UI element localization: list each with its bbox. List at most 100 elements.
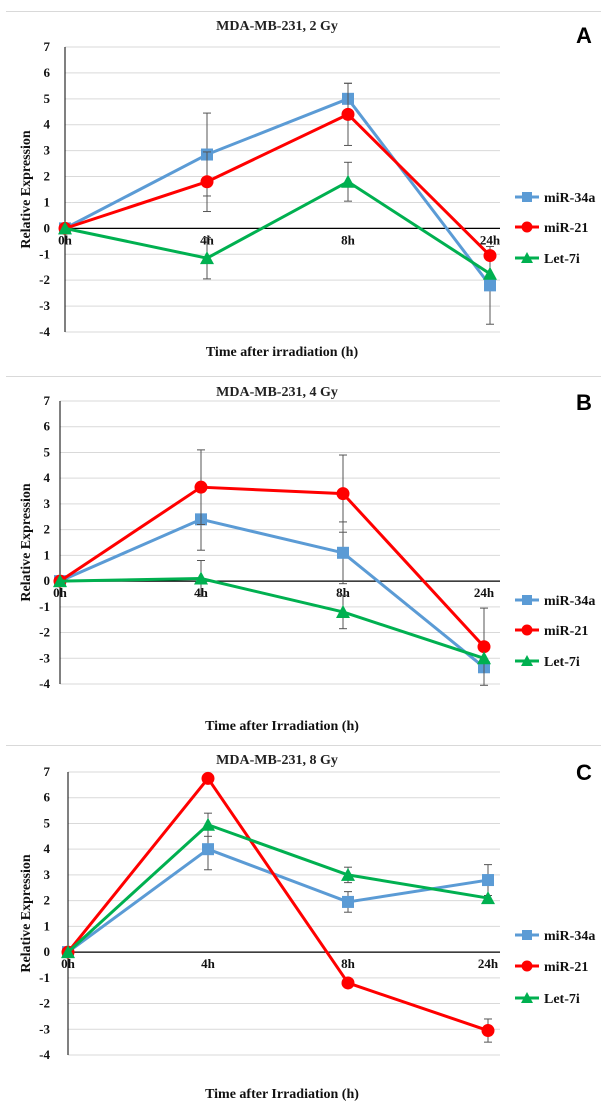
data-point xyxy=(337,546,349,559)
y-tick-label: 7 xyxy=(44,39,51,54)
data-point xyxy=(336,604,350,618)
y-tick-label: 1 xyxy=(44,547,51,562)
y-tick-label: 4 xyxy=(44,470,51,485)
legend-label: miR-34a xyxy=(544,191,595,206)
legend-label: miR-34a xyxy=(544,594,595,609)
data-point xyxy=(201,817,215,831)
legend-marker xyxy=(521,992,533,1003)
x-tick-label: 8h xyxy=(341,232,356,247)
data-point xyxy=(194,571,208,585)
y-tick-label: 6 xyxy=(44,419,51,434)
panel-divider xyxy=(6,11,601,12)
legend-label: Let-7i xyxy=(544,252,580,267)
chart-title: MDA-MB-231, 4 Gy xyxy=(216,385,338,400)
series-let-7i xyxy=(53,560,491,665)
data-point xyxy=(341,867,355,881)
series-line xyxy=(67,847,489,954)
series-line xyxy=(66,823,489,954)
legend-entry: miR-21 xyxy=(515,960,588,975)
chart-title: MDA-MB-231, 2 Gy xyxy=(216,19,338,34)
data-point xyxy=(481,891,495,905)
series-line xyxy=(64,97,492,287)
y-tick-label: 3 xyxy=(44,496,51,511)
series-line xyxy=(59,577,485,660)
legend-label: miR-34a xyxy=(544,929,595,944)
data-point xyxy=(341,976,355,990)
y-tick-label: 4 xyxy=(44,841,51,856)
y-tick-label: 2 xyxy=(44,169,51,184)
y-tick-label: -1 xyxy=(39,970,50,985)
data-point xyxy=(482,874,494,887)
x-axis-label: Time after Irradiation (h) xyxy=(205,719,359,734)
legend-entry: miR-34a xyxy=(515,191,595,206)
y-tick-label: 5 xyxy=(44,815,51,830)
x-tick-label: 24h xyxy=(474,585,495,600)
y-tick-label: 4 xyxy=(44,117,51,132)
x-tick-label: 0h xyxy=(53,585,68,600)
legend-entry: Let-7i xyxy=(515,655,580,670)
x-tick-label: 0h xyxy=(58,232,73,247)
y-tick-label: 3 xyxy=(44,143,51,158)
series-line xyxy=(59,485,486,648)
series-line xyxy=(66,776,489,1032)
legend-label: miR-21 xyxy=(544,221,588,236)
y-tick-label: 0 xyxy=(44,944,51,959)
y-tick-label: 6 xyxy=(44,790,51,805)
chart-panel-a: A MDA-MB-231, 2 Gy -4 -3 -2 -1 0 1 2 3 4 5 6 7 0h 4h 8h 2… xyxy=(0,0,605,360)
y-tick-label: 7 xyxy=(44,764,51,779)
series-mir-21 xyxy=(61,771,495,1043)
chart-title: MDA-MB-231, 8 Gy xyxy=(216,753,338,768)
data-point xyxy=(341,174,355,188)
series-line xyxy=(64,112,492,257)
chart-panel-c: C MDA-MB-231, 8 Gy -4 -3 -2 -1 0 1 2 3 4 5 6 7 0h 4h 8h 2… xyxy=(0,745,605,1105)
panel-divider xyxy=(6,376,601,377)
legend-marker xyxy=(521,624,533,636)
y-tick-label: -4 xyxy=(39,1047,50,1062)
data-point xyxy=(194,480,208,494)
legend-entry: miR-21 xyxy=(515,221,588,236)
data-point xyxy=(481,1024,495,1038)
data-point xyxy=(200,175,214,189)
series-line xyxy=(59,517,485,669)
data-point xyxy=(477,651,491,665)
data-point xyxy=(53,574,67,588)
y-tick-label: -4 xyxy=(39,324,50,339)
y-tick-label: -3 xyxy=(39,650,50,665)
data-point xyxy=(61,945,75,959)
legend-marker xyxy=(522,192,532,202)
y-tick-label: 2 xyxy=(44,893,51,908)
series-mir-21 xyxy=(53,449,491,686)
legend-label: miR-21 xyxy=(544,960,588,975)
x-tick-label: 8h xyxy=(336,585,351,600)
y-tick-label: 3 xyxy=(44,867,51,882)
y-axis-label: Relative Expression xyxy=(19,130,34,249)
legend-entry: Let-7i xyxy=(515,992,580,1007)
y-tick-label: 5 xyxy=(44,91,51,106)
series-let-7i xyxy=(61,812,495,959)
panel-letter: B xyxy=(576,390,592,415)
y-tick-label: -1 xyxy=(39,246,50,261)
data-point xyxy=(477,640,491,654)
y-tick-label: 1 xyxy=(44,918,51,933)
y-tick-label: -3 xyxy=(39,298,50,313)
series-line xyxy=(64,180,491,275)
legend-marker xyxy=(521,960,533,972)
legend-entry: miR-21 xyxy=(515,624,588,639)
legend-entry: miR-34a xyxy=(515,594,595,609)
data-point xyxy=(484,279,496,292)
legend-entry: Let-7i xyxy=(515,252,580,267)
legend-marker xyxy=(521,221,533,233)
y-axis-label: Relative Expression xyxy=(19,854,34,973)
chart-panel-b: B MDA-MB-231, 4 Gy -4 -3 -2 -1 0 1 2 3 4 5 6 7 0h 4h 8h 2… xyxy=(0,376,605,736)
y-tick-label: 5 xyxy=(44,444,51,459)
data-point xyxy=(336,487,350,501)
y-tick-label: 6 xyxy=(44,65,51,80)
x-axis-label: Time after irradiation (h) xyxy=(206,345,359,360)
y-tick-label: 0 xyxy=(44,220,51,235)
legend-marker xyxy=(522,595,532,605)
legend-marker xyxy=(522,930,532,940)
y-tick-label: 7 xyxy=(44,393,51,408)
legend-label: miR-21 xyxy=(544,624,588,639)
